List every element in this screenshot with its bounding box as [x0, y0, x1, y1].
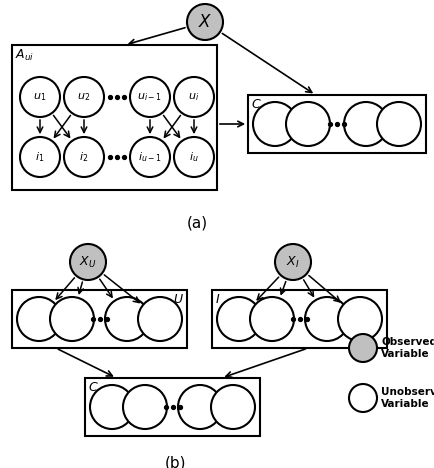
Circle shape: [286, 102, 330, 146]
Text: (a): (a): [187, 215, 207, 230]
Text: $X$: $X$: [198, 13, 212, 31]
Circle shape: [130, 77, 170, 117]
Circle shape: [250, 297, 294, 341]
Circle shape: [178, 385, 222, 429]
Circle shape: [20, 77, 60, 117]
Circle shape: [174, 77, 214, 117]
Text: $C$: $C$: [251, 98, 262, 111]
Circle shape: [253, 102, 297, 146]
Text: $i_1$: $i_1$: [35, 150, 45, 164]
Circle shape: [305, 297, 349, 341]
Text: Observed
Variable: Observed Variable: [381, 337, 434, 359]
Circle shape: [20, 137, 60, 177]
Bar: [248, 95, 426, 153]
Circle shape: [64, 137, 104, 177]
Circle shape: [17, 297, 61, 341]
Circle shape: [344, 102, 388, 146]
Circle shape: [338, 297, 382, 341]
Text: $I$: $I$: [215, 293, 220, 306]
Circle shape: [105, 297, 149, 341]
Bar: [212, 290, 387, 348]
Circle shape: [130, 137, 170, 177]
Circle shape: [187, 4, 223, 40]
Text: $X_U$: $X_U$: [79, 255, 97, 270]
Text: $i_u$: $i_u$: [189, 150, 199, 164]
Text: $u_{i-1}$: $u_{i-1}$: [138, 91, 162, 103]
Text: $u_i$: $u_i$: [188, 91, 200, 103]
Circle shape: [70, 244, 106, 280]
Circle shape: [64, 77, 104, 117]
Circle shape: [217, 297, 261, 341]
Text: $X_I$: $X_I$: [286, 255, 300, 270]
Text: (b): (b): [164, 455, 186, 468]
Circle shape: [211, 385, 255, 429]
Bar: [12, 45, 217, 190]
Text: $i_2$: $i_2$: [79, 150, 89, 164]
Bar: [85, 378, 260, 436]
Circle shape: [138, 297, 182, 341]
Circle shape: [123, 385, 167, 429]
Text: Unobserved
Variable: Unobserved Variable: [381, 387, 434, 409]
Text: $u_2$: $u_2$: [77, 91, 91, 103]
Circle shape: [50, 297, 94, 341]
Text: $u_1$: $u_1$: [33, 91, 46, 103]
Text: $A_{ui}$: $A_{ui}$: [15, 48, 34, 63]
Text: $U$: $U$: [173, 293, 184, 306]
Circle shape: [349, 334, 377, 362]
Text: $i_{u-1}$: $i_{u-1}$: [138, 150, 162, 164]
Circle shape: [90, 385, 134, 429]
Bar: [12, 290, 187, 348]
Circle shape: [275, 244, 311, 280]
Circle shape: [349, 384, 377, 412]
Circle shape: [377, 102, 421, 146]
Circle shape: [174, 137, 214, 177]
Text: $C$: $C$: [88, 381, 99, 394]
